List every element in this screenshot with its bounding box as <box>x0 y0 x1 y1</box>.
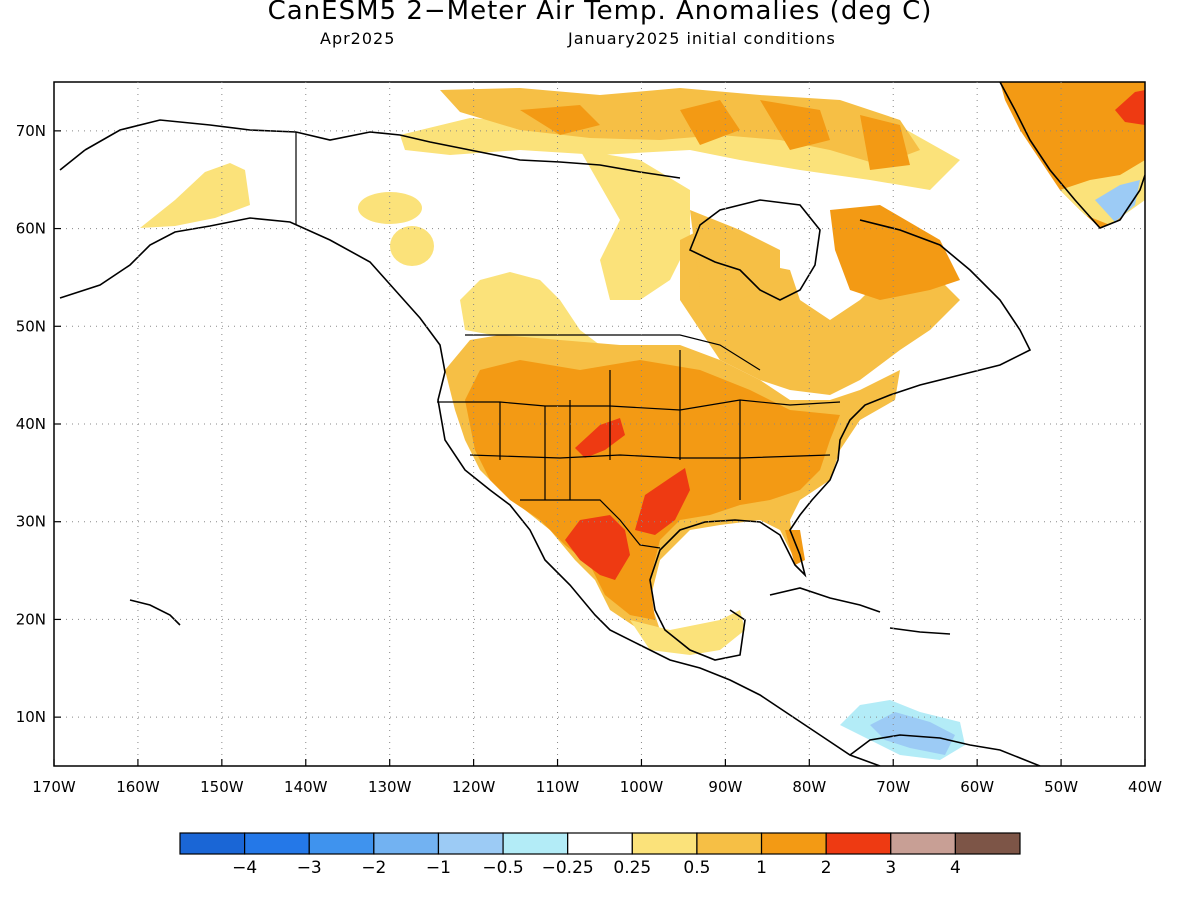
x-tick-label: 70W <box>876 778 910 796</box>
colorbar-swatch <box>244 832 310 855</box>
colorbar-swatch <box>179 832 246 855</box>
colorbar-swatch <box>760 832 827 855</box>
colorbar-swatch <box>890 832 956 855</box>
colorbar-label: 4 <box>950 858 961 878</box>
colorbar-swatch <box>954 832 1021 855</box>
coastlines <box>59 82 1145 766</box>
colorbar-label: 3 <box>885 858 896 878</box>
y-tick-label: 10N <box>16 708 46 726</box>
x-tick-label: 170W <box>32 778 76 796</box>
anomaly-shading <box>140 82 1145 760</box>
map-title: CanESM5 2−Meter Air Temp. Anomalies (deg… <box>267 0 933 26</box>
colorbar-label: −0.25 <box>542 858 594 878</box>
x-tick-label: 80W <box>792 778 826 796</box>
x-tick-label: 150W <box>200 778 244 796</box>
x-tick-label: 160W <box>116 778 160 796</box>
y-tick-label: 60N <box>16 220 46 238</box>
colorbar-swatch <box>567 832 633 855</box>
x-tick-label: 120W <box>452 778 496 796</box>
colorbar-label: −2 <box>361 858 386 878</box>
colorbar-swatch <box>631 832 698 855</box>
x-tick-label: 130W <box>368 778 412 796</box>
x-tick-label: 140W <box>284 778 328 796</box>
colorbar-swatch <box>502 832 569 855</box>
y-tick-label: 20N <box>16 610 46 628</box>
x-axis: 170W 160W 150W 140W 130W 120W 110W 100W 90W 80W 70… <box>32 759 1162 796</box>
colorbar-swatch <box>437 832 504 855</box>
forecast-month: Apr2025 <box>320 29 396 48</box>
gridlines <box>54 82 1145 766</box>
colorbar-label: 0.25 <box>613 858 651 878</box>
colorbar-label: 2 <box>821 858 832 878</box>
colorbar: −4 −3 −2 −1 −0.5 −0.25 0.25 0.5 1 2 3 4 <box>179 832 1021 878</box>
y-tick-label: 30N <box>16 513 46 531</box>
colorbar-label: −3 <box>297 858 322 878</box>
colorbar-label: 1 <box>756 858 767 878</box>
x-tick-label: 100W <box>620 778 664 796</box>
colorbar-swatch <box>373 832 440 855</box>
x-tick-label: 40W <box>1128 778 1162 796</box>
x-tick-label: 110W <box>536 778 580 796</box>
colorbar-swatch <box>696 832 763 855</box>
political-boundaries <box>295 132 841 549</box>
colorbar-swatch <box>825 832 892 855</box>
x-tick-label: 50W <box>1044 778 1078 796</box>
colorbar-label: −1 <box>426 858 451 878</box>
y-tick-label: 70N <box>16 122 46 140</box>
y-tick-label: 50N <box>16 317 46 335</box>
y-axis: 10N 20N 30N 40N 50N 60N 70N <box>16 122 61 726</box>
x-tick-label: 90W <box>708 778 742 796</box>
colorbar-label: −0.5 <box>482 858 523 878</box>
y-tick-label: 40N <box>16 415 46 433</box>
colorbar-label: −4 <box>232 858 257 878</box>
initial-conditions-label: January2025 initial conditions <box>568 29 836 48</box>
colorbar-label: 0.5 <box>683 858 710 878</box>
x-tick-label: 60W <box>960 778 994 796</box>
colorbar-swatch <box>308 832 375 855</box>
